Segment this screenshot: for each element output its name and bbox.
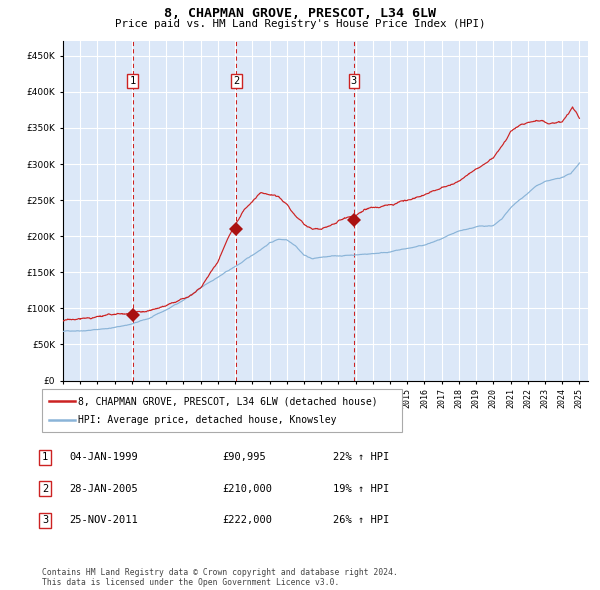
- Text: 1: 1: [130, 76, 136, 86]
- Text: 04-JAN-1999: 04-JAN-1999: [69, 453, 138, 462]
- Text: HPI: Average price, detached house, Knowsley: HPI: Average price, detached house, Know…: [78, 415, 337, 425]
- Text: £210,000: £210,000: [222, 484, 272, 493]
- Text: 8, CHAPMAN GROVE, PRESCOT, L34 6LW: 8, CHAPMAN GROVE, PRESCOT, L34 6LW: [164, 7, 436, 20]
- Text: £90,995: £90,995: [222, 453, 266, 462]
- Text: 25-NOV-2011: 25-NOV-2011: [69, 516, 138, 525]
- Text: 3: 3: [42, 516, 48, 525]
- Text: £222,000: £222,000: [222, 516, 272, 525]
- Text: Price paid vs. HM Land Registry's House Price Index (HPI): Price paid vs. HM Land Registry's House …: [115, 19, 485, 30]
- Text: Contains HM Land Registry data © Crown copyright and database right 2024.
This d: Contains HM Land Registry data © Crown c…: [42, 568, 398, 587]
- Text: 19% ↑ HPI: 19% ↑ HPI: [333, 484, 389, 493]
- Text: 22% ↑ HPI: 22% ↑ HPI: [333, 453, 389, 462]
- Text: 3: 3: [351, 76, 357, 86]
- Text: 2: 2: [233, 76, 239, 86]
- Text: 26% ↑ HPI: 26% ↑ HPI: [333, 516, 389, 525]
- Text: 2: 2: [42, 484, 48, 493]
- Text: 8, CHAPMAN GROVE, PRESCOT, L34 6LW (detached house): 8, CHAPMAN GROVE, PRESCOT, L34 6LW (deta…: [78, 396, 377, 407]
- Text: 1: 1: [42, 453, 48, 462]
- Text: 28-JAN-2005: 28-JAN-2005: [69, 484, 138, 493]
